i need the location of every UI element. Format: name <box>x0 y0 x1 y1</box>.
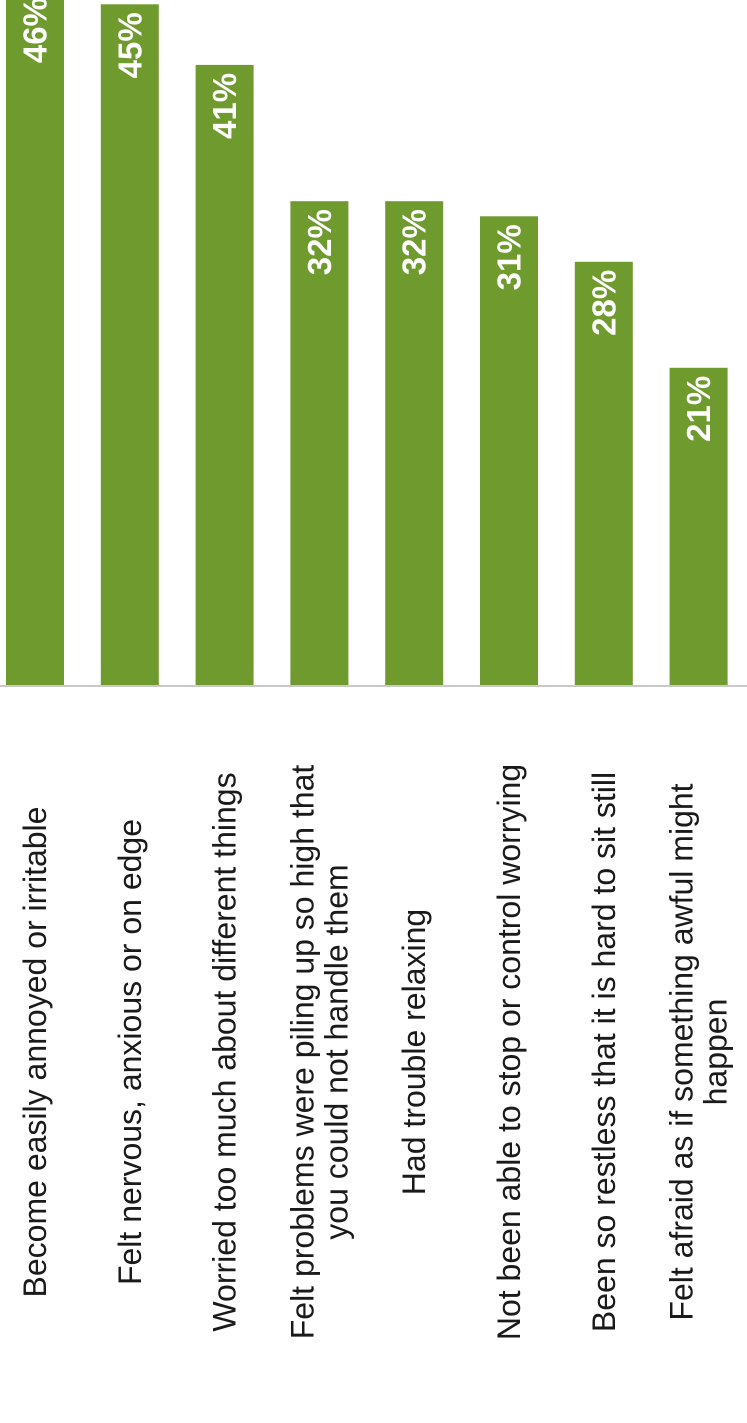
category-label-line: Not been able to stop or control worryin… <box>491 764 527 1340</box>
value-label: 32% <box>301 209 338 275</box>
category-label-line: happen <box>698 999 734 1106</box>
bar <box>6 0 64 687</box>
value-label: 31% <box>491 224 528 290</box>
value-label: 45% <box>111 12 148 78</box>
category-label-line: you could not handle them <box>318 864 354 1239</box>
category-label: Felt nervous, anxious or on edge <box>112 819 148 1285</box>
category-label-line: Felt afraid as if something awful might <box>664 783 700 1320</box>
value-label: 41% <box>206 73 243 139</box>
category-label: Worried too much about different things <box>207 772 243 1331</box>
category-label-line: Felt problems were piling up so high tha… <box>284 765 320 1340</box>
value-label: 46% <box>17 0 54 63</box>
category-label-line: Had trouble relaxing <box>396 909 432 1195</box>
bar <box>195 64 254 686</box>
category-label-line: Felt nervous, anxious or on edge <box>112 819 148 1285</box>
value-label: 21% <box>680 376 717 442</box>
bar <box>669 367 728 686</box>
category-label: Felt afraid as if something awful mighth… <box>664 783 734 1320</box>
bar <box>290 201 349 686</box>
category-label: Felt problems were piling up so high tha… <box>284 765 354 1340</box>
bars-group: 46% 45% 41% 32% 32% 31% 28% 21% <box>6 0 728 687</box>
category-label-line: Worried too much about different things <box>207 772 243 1331</box>
bar <box>480 216 538 687</box>
category-label: Been so restless that it is hard to sit … <box>586 772 622 1332</box>
category-label-line: Become easily annoyed or irritable <box>17 807 53 1298</box>
value-label: 28% <box>585 270 622 336</box>
value-label: 32% <box>396 209 433 275</box>
category-label: Become easily annoyed or irritable <box>17 807 53 1298</box>
category-label: Not been able to stop or control worryin… <box>491 764 527 1340</box>
bar <box>385 201 444 686</box>
bar <box>100 4 159 687</box>
category-label-line: Been so restless that it is hard to sit … <box>586 772 622 1332</box>
category-label: Had trouble relaxing <box>396 909 432 1195</box>
category-labels-group: Become easily annoyed or irritable Felt n… <box>17 764 734 1340</box>
bar <box>574 261 633 686</box>
